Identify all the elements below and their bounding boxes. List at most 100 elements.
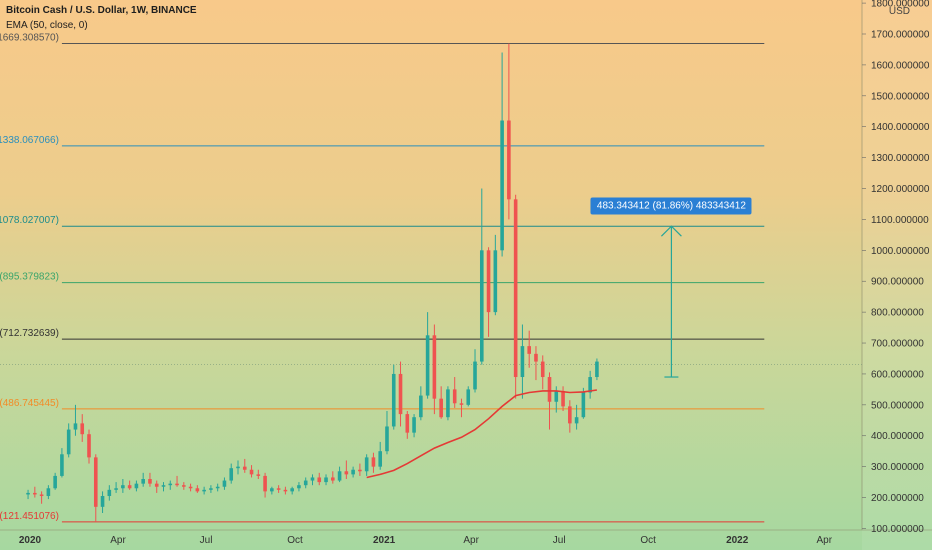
candle-body xyxy=(425,335,430,396)
candle-body xyxy=(568,406,572,424)
candle-body xyxy=(175,483,179,486)
fib-level-label: 0.382(712.732639) xyxy=(0,328,59,339)
y-tick-label: 1800.000000 xyxy=(871,0,930,10)
y-tick-label: 1600.000000 xyxy=(871,60,930,71)
y-tick-label: 500.000000 xyxy=(871,400,924,411)
candle-body xyxy=(493,250,498,313)
candle-body xyxy=(229,468,234,481)
candle-body xyxy=(107,489,112,497)
candle-body xyxy=(351,469,355,475)
x-tick-label: Apr xyxy=(816,535,832,546)
candle-body xyxy=(486,250,491,313)
ema-line xyxy=(366,389,598,479)
candle-body xyxy=(93,457,98,507)
price-axis-bg xyxy=(862,0,932,550)
candle-body xyxy=(459,403,464,405)
candle-body xyxy=(154,483,159,487)
fib-level-label: 1(1669.308570) xyxy=(0,32,59,43)
candle-body xyxy=(141,479,145,484)
fib-level-label: 0(121.451076) xyxy=(0,511,59,522)
candle-body xyxy=(331,477,335,481)
x-tick-label: 2022 xyxy=(726,535,749,546)
candle-body xyxy=(500,120,504,251)
candle-body xyxy=(215,486,220,489)
y-tick-label: 600.000000 xyxy=(871,369,924,380)
x-tick-label: Oct xyxy=(287,535,303,546)
candle-body xyxy=(527,346,531,354)
candle-body xyxy=(452,389,457,404)
candle-body xyxy=(297,485,301,489)
candle-body xyxy=(391,373,396,427)
fib-level-label: 0.618(1078.027007) xyxy=(0,215,59,226)
candle-body xyxy=(121,485,125,489)
y-tick-label: 400.000000 xyxy=(871,431,924,442)
x-tick-label: Jul xyxy=(200,535,213,546)
candle-body xyxy=(242,466,247,470)
fib-level-label: 0.236(486.745445) xyxy=(0,398,59,409)
candle-body xyxy=(236,466,240,469)
candle-body xyxy=(547,377,552,402)
currency-label: USD xyxy=(889,6,910,17)
candle-body xyxy=(364,457,369,472)
candle-body xyxy=(283,489,288,492)
y-tick-label: 1700.000000 xyxy=(871,29,930,40)
measure-arrowhead xyxy=(660,225,682,237)
candle-body xyxy=(310,477,315,481)
candle-body xyxy=(87,434,91,458)
candle-body xyxy=(195,488,200,492)
candle-body xyxy=(33,492,37,495)
candle-body xyxy=(534,353,538,362)
candle-body xyxy=(256,474,261,476)
y-tick-label: 700.000000 xyxy=(871,339,924,350)
candle-body xyxy=(581,392,586,418)
candle-body xyxy=(100,496,105,507)
y-tick-label: 1400.000000 xyxy=(871,122,930,133)
candle-body xyxy=(80,423,85,435)
candle-body xyxy=(270,488,274,492)
candle-body xyxy=(263,475,267,492)
y-tick-label: 800.000000 xyxy=(871,308,924,319)
y-tick-label: 1200.000000 xyxy=(871,184,930,195)
candle-body xyxy=(446,389,450,418)
fib-level-label: 0.786(1338.067066) xyxy=(0,135,59,146)
candle-body xyxy=(473,361,477,390)
x-tick-label: Apr xyxy=(110,535,126,546)
candle-body xyxy=(595,361,599,378)
candle-body xyxy=(114,488,118,490)
candle-body xyxy=(324,477,328,483)
candle-body xyxy=(432,335,437,399)
candle-body xyxy=(378,451,383,467)
candle-body xyxy=(202,489,206,492)
y-tick-label: 900.000000 xyxy=(871,277,924,288)
candle-body xyxy=(182,485,186,487)
x-tick-label: Oct xyxy=(640,535,656,546)
candle-body xyxy=(134,483,139,489)
candle-body xyxy=(303,480,308,486)
candle-body xyxy=(26,492,30,495)
candle-body xyxy=(209,488,213,490)
candle-body xyxy=(385,426,389,452)
candle-body xyxy=(53,475,57,489)
candle-body xyxy=(398,373,403,415)
candle-body xyxy=(249,469,254,475)
candle-body xyxy=(148,479,152,484)
indicator-legend[interactable]: EMA (50, close, 0) xyxy=(6,20,88,31)
candle-body xyxy=(39,494,44,497)
candle-body xyxy=(317,477,322,483)
candle-body xyxy=(222,480,227,487)
candle-body xyxy=(358,469,362,472)
chart-title: Bitcoin Cash / U.S. Dollar, 1W, BINANCE xyxy=(6,5,197,16)
candle-body xyxy=(337,471,342,481)
y-tick-label: 1300.000000 xyxy=(871,153,930,164)
candle-body xyxy=(419,395,423,418)
candle-body xyxy=(561,390,565,407)
measure-label: 483.343412 (81.86%) 483343412 xyxy=(590,197,752,215)
candle-body xyxy=(161,485,166,487)
candle-body xyxy=(188,486,193,489)
candle-body xyxy=(46,488,51,497)
candle-body xyxy=(412,417,416,433)
fib-level-label: 0.5(895.379823) xyxy=(0,272,59,283)
candle-body xyxy=(588,377,592,393)
